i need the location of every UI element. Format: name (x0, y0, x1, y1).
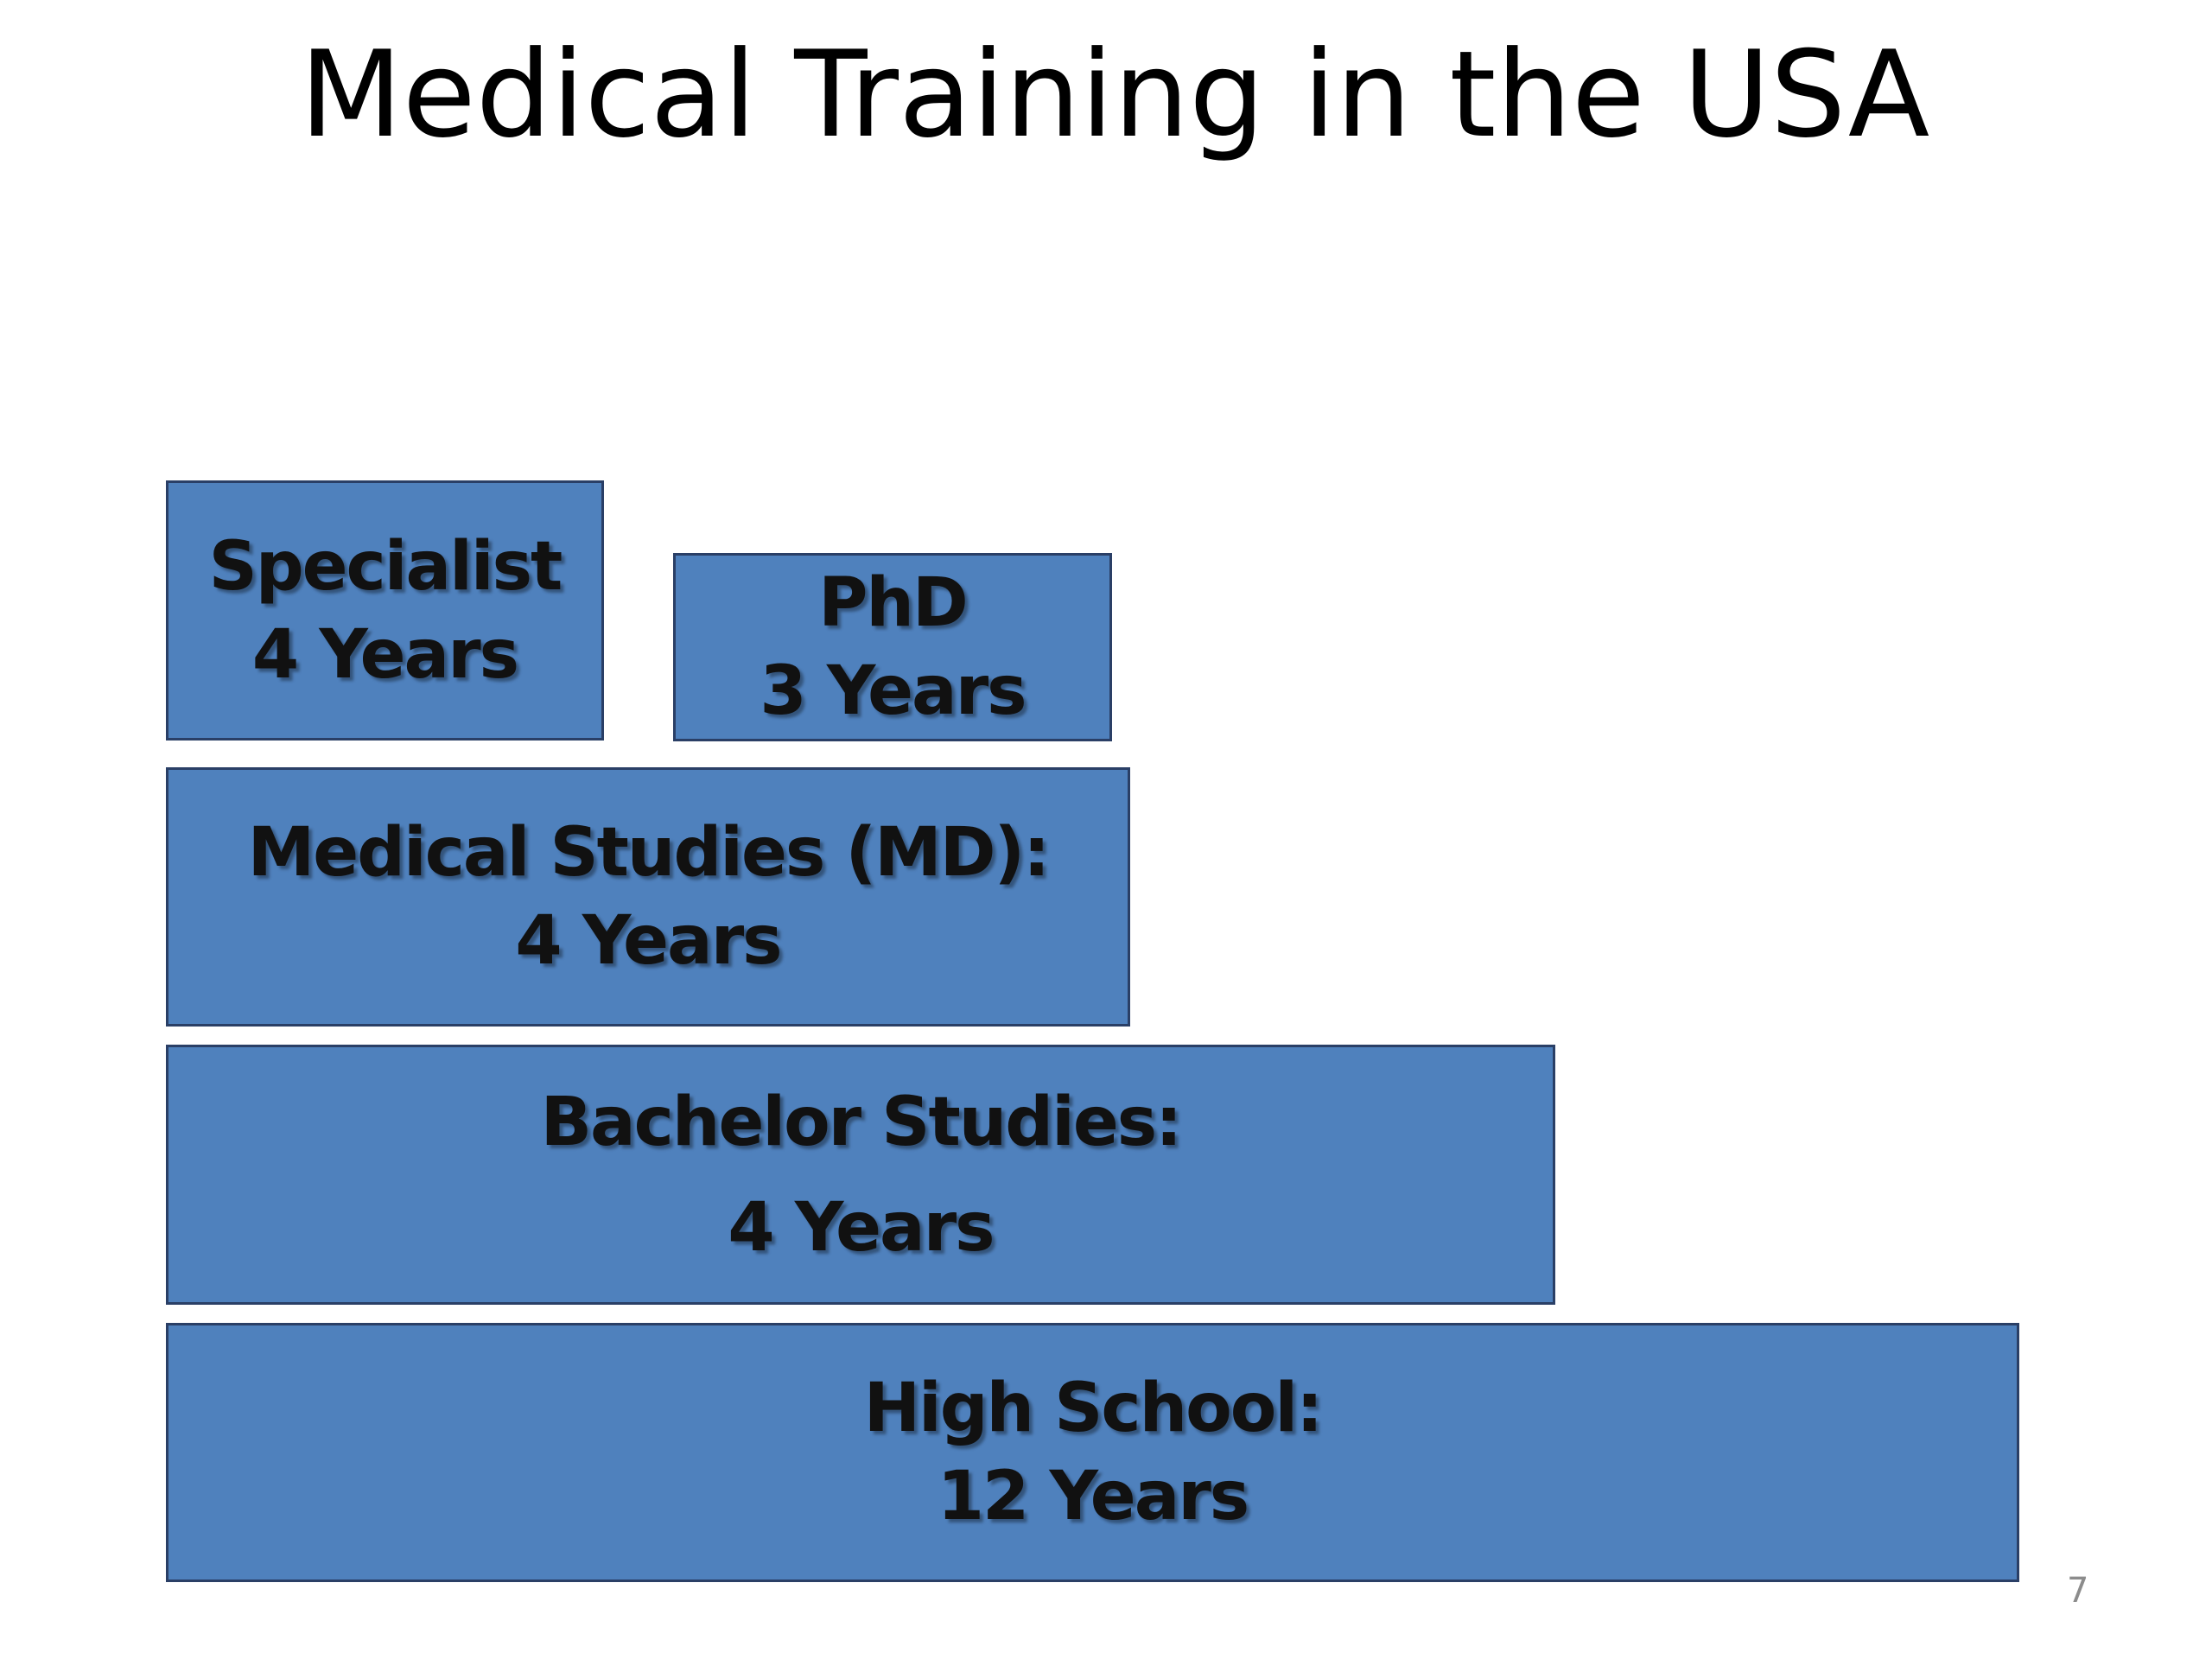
training-box: High School: 12 Years (166, 1323, 2019, 1582)
box-duration: 4 Years (251, 615, 519, 694)
box-duration: 4 Years (515, 902, 782, 980)
training-box: Specialist 4 Years (166, 480, 604, 741)
page-number: 7 (2067, 1571, 2089, 1611)
box-label: Bachelor Studies: (540, 1083, 1183, 1161)
training-box: PhD 3 Years (673, 553, 1112, 741)
training-box: Medical Studies (MD): 4 Years (166, 767, 1130, 1027)
slide-title: Medical Training in the USA (299, 25, 1930, 164)
box-duration: 12 Years (937, 1458, 1249, 1535)
box-label: Medical Studies (MD): (247, 814, 1051, 892)
training-box: Bachelor Studies: 4 Years (166, 1045, 1555, 1305)
box-label: High School: (863, 1370, 1324, 1447)
box-label: PhD (818, 564, 968, 642)
box-duration: 4 Years (728, 1188, 995, 1267)
box-duration: 3 Years (760, 652, 1027, 730)
box-label: Specialist (208, 527, 563, 606)
